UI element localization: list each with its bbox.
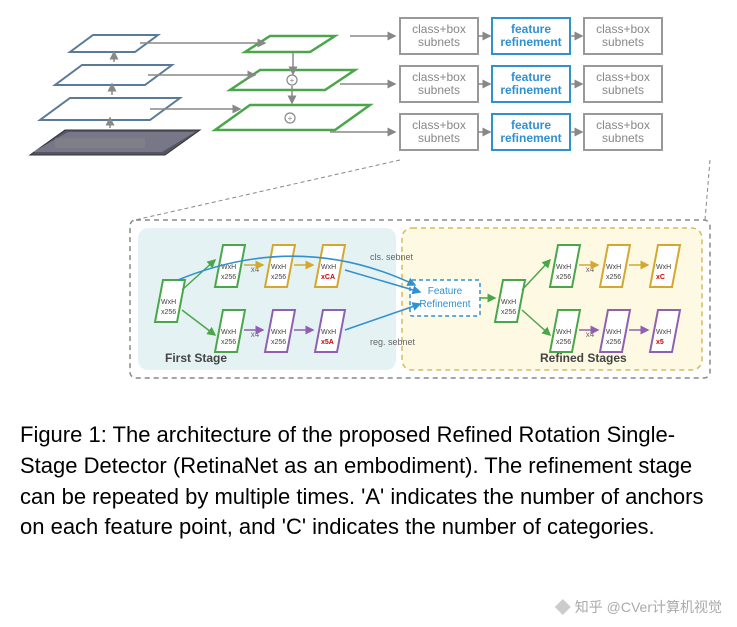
svg-text:x256: x256 (221, 274, 236, 281)
zhihu-icon (555, 599, 571, 615)
svg-text:x5A: x5A (321, 339, 334, 346)
svg-text:x256: x256 (606, 274, 621, 281)
svg-text:x256: x256 (221, 339, 236, 346)
svg-text:x256: x256 (161, 309, 176, 316)
svg-text:x256: x256 (556, 339, 571, 346)
refined-stage-label: Refined Stages (540, 351, 627, 365)
svg-text:x256: x256 (556, 274, 571, 281)
svg-text:class+box: class+box (596, 22, 650, 36)
svg-text:WxH: WxH (656, 264, 671, 271)
svg-text:class+box: class+box (596, 70, 650, 84)
fpn-stack: + + (140, 36, 370, 130)
svg-text:x256: x256 (271, 339, 286, 346)
architecture-diagram: + + class+boxsubnetsfeaturerefinementcla… (0, 0, 737, 400)
svg-text:xCA: xCA (321, 274, 335, 281)
svg-text:WxH: WxH (271, 329, 286, 336)
svg-text:Feature: Feature (428, 286, 463, 297)
figure-caption: Figure 1: The architecture of the propos… (20, 420, 720, 543)
svg-text:feature: feature (511, 22, 551, 36)
svg-text:subnets: subnets (602, 131, 644, 145)
svg-text:feature: feature (511, 118, 551, 132)
svg-text:refinement: refinement (500, 131, 561, 145)
svg-text:WxH: WxH (556, 264, 571, 271)
svg-text:x4: x4 (251, 330, 260, 339)
svg-text:subnets: subnets (602, 35, 644, 49)
svg-text:subnets: subnets (602, 83, 644, 97)
svg-text:class+box: class+box (412, 70, 466, 84)
svg-text:subnets: subnets (418, 35, 460, 49)
svg-text:refinement: refinement (500, 35, 561, 49)
svg-text:x4: x4 (586, 330, 595, 339)
svg-text:subnets: subnets (418, 83, 460, 97)
svg-text:class+box: class+box (412, 22, 466, 36)
watermark: 知乎 @CVer计算机视觉 (555, 597, 722, 617)
svg-text:x5: x5 (656, 339, 664, 346)
svg-text:class+box: class+box (596, 118, 650, 132)
svg-text:class+box: class+box (412, 118, 466, 132)
backbone-stack (30, 35, 200, 155)
diagram-svg: + + class+boxsubnetsfeaturerefinementcla… (0, 0, 737, 400)
svg-text:reg. sebnet: reg. sebnet (370, 337, 416, 347)
svg-text:xC: xC (656, 274, 665, 281)
svg-text:x256: x256 (501, 309, 516, 316)
svg-text:Refinement: Refinement (419, 299, 470, 310)
svg-text:WxH: WxH (271, 264, 286, 271)
svg-text:x256: x256 (606, 339, 621, 346)
svg-text:x256: x256 (271, 274, 286, 281)
svg-text:cls. sebnet: cls. sebnet (370, 252, 414, 262)
svg-text:WxH: WxH (656, 329, 671, 336)
svg-text:WxH: WxH (161, 299, 176, 306)
svg-text:WxH: WxH (606, 264, 621, 271)
svg-text:WxH: WxH (221, 329, 236, 336)
svg-text:subnets: subnets (418, 131, 460, 145)
watermark-text: 知乎 @CVer计算机视觉 (575, 597, 722, 617)
svg-text:WxH: WxH (501, 299, 516, 306)
svg-text:feature: feature (511, 70, 551, 84)
svg-text:WxH: WxH (321, 329, 336, 336)
top-pipeline: class+boxsubnetsfeaturerefinementclass+b… (330, 18, 662, 150)
svg-text:x4: x4 (586, 265, 595, 274)
svg-text:refinement: refinement (500, 83, 561, 97)
svg-text:WxH: WxH (606, 329, 621, 336)
svg-text:WxH: WxH (556, 329, 571, 336)
svg-text:WxH: WxH (321, 264, 336, 271)
first-stage-label: First Stage (165, 351, 227, 365)
svg-text:+: + (288, 114, 293, 123)
svg-text:x4: x4 (251, 265, 260, 274)
svg-text:+: + (290, 76, 295, 85)
